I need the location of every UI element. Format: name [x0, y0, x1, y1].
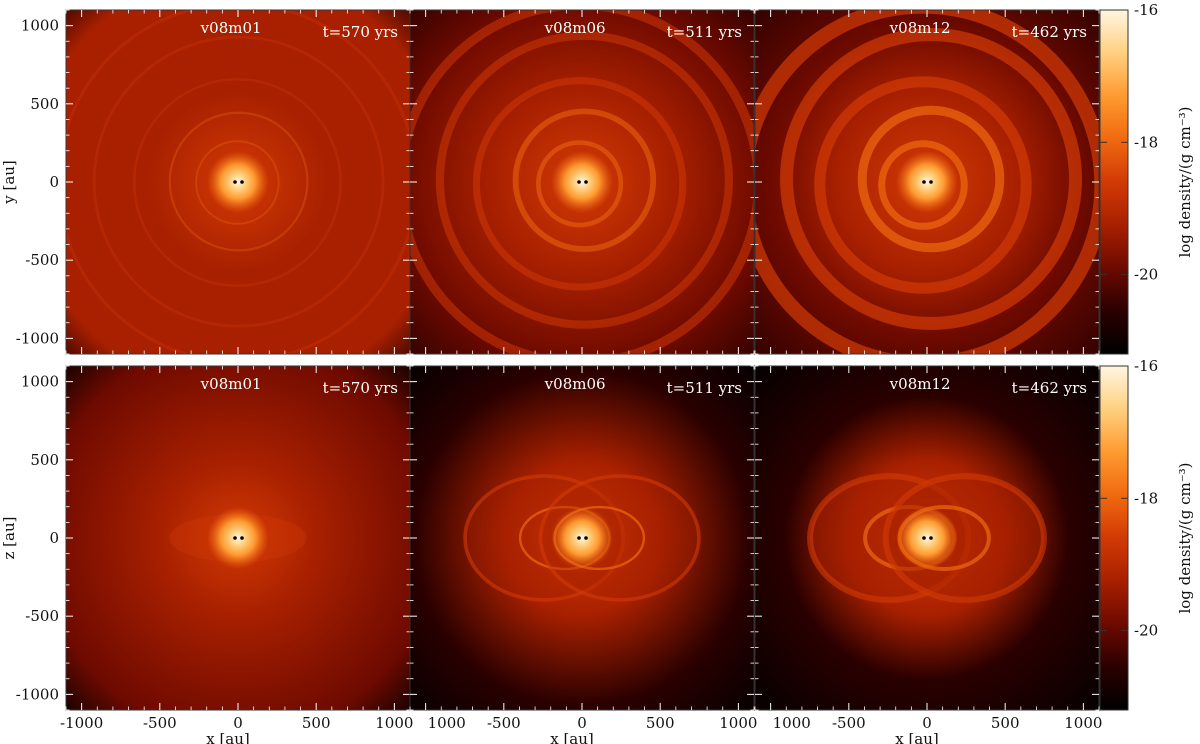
panel-time-label: t=570 yrs: [323, 379, 398, 397]
core-glow: [551, 151, 613, 213]
sink-particle: [233, 180, 237, 184]
x-tick-label: 0: [922, 714, 932, 732]
y-axis-label: z [au]: [0, 517, 18, 560]
panel-time-label: t=462 yrs: [1012, 379, 1087, 397]
x-axis-label: x [au]: [206, 730, 250, 744]
x-axis-label: x [au]: [550, 730, 594, 744]
sink-particle: [922, 536, 926, 540]
core-glow: [207, 507, 269, 569]
sink-particle: [240, 536, 244, 540]
density-panel-v08m01-face-on: [66, 10, 410, 354]
spiral-arm: [472, 77, 687, 291]
y-tick-label: -1000: [16, 685, 59, 703]
colorbar-label: log density/(g cm⁻³): [1176, 106, 1194, 257]
core-glow: [551, 507, 613, 569]
panel-model-label: v08m12: [889, 375, 951, 393]
x-tick-label: -500: [143, 714, 177, 732]
y-tick-label: -1000: [16, 329, 59, 347]
density-panel-v08m06-edge-on: [410, 366, 754, 710]
x-tick-label: 1000: [428, 714, 466, 732]
colorbar-layer: -16 -18 -20 log density/(g cm⁻³) -16 -18 -20 lo…: [1099, 1, 1194, 711]
spiral-arm: [536, 140, 624, 228]
spiral-arm: [132, 78, 342, 287]
colorbar-tick-label: -18: [1134, 133, 1158, 151]
spiral-arm: [512, 108, 657, 252]
x-axis-label: x [au]: [895, 730, 939, 744]
y-tick-label: 0: [49, 529, 59, 547]
colorbar-tick-label: -18: [1134, 489, 1158, 507]
spiral-arm: [195, 140, 280, 225]
spiral-arm: [878, 140, 968, 230]
x-tick-label: 500: [646, 714, 675, 732]
sink-particle: [577, 180, 581, 184]
sink-particle: [929, 536, 933, 540]
outflow-lobe: [463, 474, 626, 602]
x-tick-label: 500: [302, 714, 331, 732]
x-tick-label: 500: [991, 714, 1020, 732]
y-tick-label: 1000: [21, 373, 59, 391]
density-panel-v08m01-edge-on: [66, 366, 410, 710]
sink-particle: [922, 180, 926, 184]
colorbar-tick-label: -20: [1134, 622, 1158, 640]
y-tick-label: -500: [25, 607, 59, 625]
outflow-lobe: [882, 473, 1047, 603]
spiral-arm: [780, 28, 1082, 330]
x-tick-label: -500: [487, 714, 521, 732]
x-tick-label: -500: [832, 714, 866, 732]
panels-layer: [66, 10, 1099, 710]
spiral-arm: [814, 76, 1032, 294]
panel-model-label: v08m01: [200, 375, 262, 393]
y-axis-label: y [au]: [0, 160, 18, 205]
y-tick-label: 500: [30, 451, 59, 469]
sink-particle: [233, 536, 237, 540]
ticks-layer: [65, 9, 1100, 711]
panel-time-label: t=462 yrs: [1012, 23, 1087, 41]
spiral-arm: [435, 31, 733, 329]
x-tick-label: 1000: [773, 714, 811, 732]
sink-particle: [240, 180, 244, 184]
colorbar-tick-label: -16: [1134, 357, 1158, 375]
y-tick-label: 0: [49, 173, 59, 191]
x-tick-label: 1000: [1064, 714, 1102, 732]
x-tick-label: 0: [233, 714, 243, 732]
x-tick-label: 0: [577, 714, 587, 732]
labels-layer: v08m01 t=570 yrs 1000 500 0 -500 -1000 v08m06 t=…: [0, 17, 1102, 744]
sink-particle: [577, 536, 581, 540]
x-tick-label: -1000: [60, 714, 103, 732]
panel-time-label: t=511 yrs: [667, 23, 742, 41]
spiral-arm: [857, 105, 1005, 253]
outflow-lobe: [538, 474, 701, 602]
density-panel-v08m12-edge-on: [755, 366, 1099, 710]
colorbar-tick-label: -20: [1134, 266, 1158, 284]
panel-model-label: v08m12: [889, 19, 951, 37]
colorbar-tick-label: -16: [1134, 1, 1158, 19]
x-tick-label: 1000: [719, 714, 757, 732]
sink-particle: [929, 180, 933, 184]
sink-particle: [584, 536, 588, 540]
panel-model-label: v08m01: [200, 19, 262, 37]
spiral-arm: [168, 111, 309, 252]
sink-particle: [584, 180, 588, 184]
core-glow: [896, 151, 958, 213]
panel-model-label: v08m06: [544, 375, 606, 393]
density-panel-v08m12-face-on: [755, 10, 1099, 354]
core-glow: [896, 507, 958, 569]
core-glow: [207, 151, 269, 213]
panel-model-label: v08m06: [544, 19, 606, 37]
y-tick-label: 1000: [21, 17, 59, 35]
colorbar: [1099, 365, 1129, 711]
colorbar: [1099, 9, 1129, 355]
y-tick-label: -500: [25, 251, 59, 269]
colorbar-label: log density/(g cm⁻³): [1176, 462, 1194, 613]
x-tick-label: 1000: [375, 714, 413, 732]
density-panel-v08m06-face-on: [410, 10, 754, 354]
y-tick-label: 500: [30, 95, 59, 113]
panel-time-label: t=570 yrs: [323, 23, 398, 41]
spiral-arm: [92, 35, 385, 328]
panel-time-label: t=511 yrs: [667, 379, 742, 397]
